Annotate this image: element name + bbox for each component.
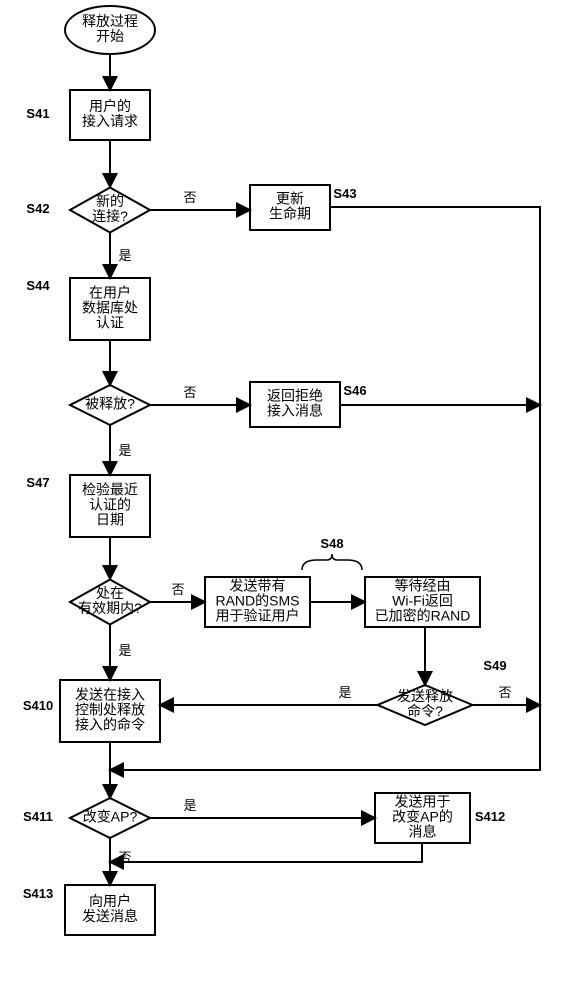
svg-text:在用户: 在用户 [89, 285, 131, 301]
svg-text:控制处释放: 控制处释放 [75, 702, 145, 718]
svg-text:用户的: 用户的 [89, 98, 131, 114]
svg-text:认证: 认证 [96, 315, 124, 331]
svg-text:S412: S412 [475, 809, 505, 824]
svg-text:S41: S41 [26, 106, 49, 121]
svg-text:等待经由: 等待经由 [395, 578, 451, 594]
svg-text:日期: 日期 [96, 512, 124, 528]
svg-text:新的: 新的 [96, 193, 124, 209]
svg-text:S48: S48 [320, 536, 343, 551]
edge [110, 207, 540, 770]
svg-text:用于验证用户: 用于验证用户 [216, 608, 300, 624]
svg-text:否: 否 [171, 582, 184, 597]
svg-text:否: 否 [183, 190, 196, 205]
svg-text:S42: S42 [26, 201, 49, 216]
svg-text:接入消息: 接入消息 [267, 403, 323, 419]
svg-text:发送消息: 发送消息 [82, 908, 138, 924]
svg-text:是: 是 [338, 685, 351, 700]
svg-text:认证的: 认证的 [89, 497, 131, 513]
svg-text:Wi-Fi返回: Wi-Fi返回 [392, 593, 453, 609]
svg-text:发送在接入: 发送在接入 [75, 687, 145, 703]
svg-text:S46: S46 [343, 383, 366, 398]
svg-text:S410: S410 [23, 698, 53, 713]
svg-text:RAND的SMS: RAND的SMS [215, 593, 299, 609]
svg-text:数据库处: 数据库处 [82, 300, 138, 316]
svg-text:S49: S49 [483, 658, 506, 673]
svg-text:返回拒绝: 返回拒绝 [267, 388, 323, 404]
svg-text:S413: S413 [23, 886, 53, 901]
svg-text:命令?: 命令? [407, 703, 443, 719]
svg-text:S44: S44 [26, 278, 50, 293]
svg-text:发送释放: 发送释放 [397, 688, 453, 704]
svg-text:是: 是 [118, 248, 131, 263]
svg-text:改变AP?: 改变AP? [83, 809, 138, 825]
svg-text:S411: S411 [23, 809, 53, 824]
svg-text:是: 是 [183, 798, 196, 813]
svg-text:生命期: 生命期 [269, 206, 311, 222]
svg-text:否: 否 [498, 685, 511, 700]
svg-text:释放过程: 释放过程 [82, 13, 138, 29]
svg-text:S43: S43 [333, 186, 356, 201]
svg-text:消息: 消息 [409, 824, 437, 840]
svg-text:处在: 处在 [96, 585, 124, 601]
svg-text:S47: S47 [26, 475, 49, 490]
svg-text:向用户: 向用户 [89, 893, 131, 909]
svg-text:是: 是 [118, 443, 131, 458]
svg-text:接入的命令: 接入的命令 [75, 717, 145, 733]
svg-text:是: 是 [118, 643, 131, 658]
svg-text:开始: 开始 [96, 28, 124, 44]
svg-text:连接?: 连接? [92, 208, 128, 224]
edge [110, 843, 422, 862]
svg-text:被释放?: 被释放? [85, 396, 135, 412]
svg-text:改变AP的: 改变AP的 [392, 809, 453, 825]
svg-text:更新: 更新 [276, 191, 304, 207]
svg-text:检验最近: 检验最近 [82, 482, 138, 498]
svg-text:发送用于: 发送用于 [395, 794, 451, 810]
svg-text:发送带有: 发送带有 [230, 578, 286, 594]
svg-text:否: 否 [183, 385, 196, 400]
svg-text:接入请求: 接入请求 [82, 113, 138, 129]
svg-text:有效期内?: 有效期内? [78, 600, 142, 616]
svg-text:已加密的RAND: 已加密的RAND [375, 608, 471, 624]
